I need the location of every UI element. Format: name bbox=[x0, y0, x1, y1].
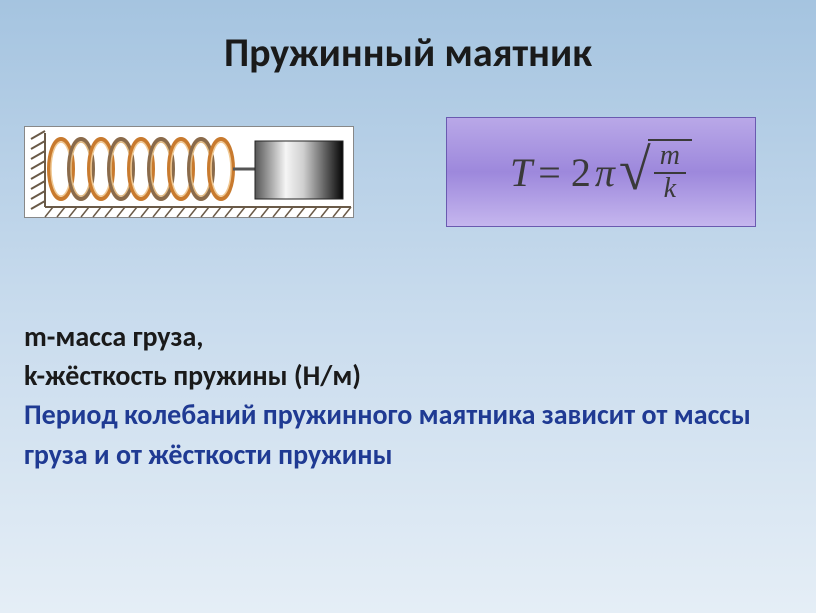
spring-diagram bbox=[24, 126, 354, 218]
formula-T: T bbox=[510, 149, 532, 196]
formula-sqrt: √ m k bbox=[619, 139, 692, 205]
line-conclusion: Период колебаний пружинного маятника зав… bbox=[24, 395, 792, 473]
formula-equals: = bbox=[538, 149, 561, 196]
formula-denominator: k bbox=[658, 174, 682, 205]
body-text: m-масса груза, k-жёсткость пружины (Н/м)… bbox=[0, 227, 816, 474]
period-formula: T = 2 π √ m k bbox=[510, 139, 692, 205]
line-stiffness: k-жёсткость пружины (Н/м) bbox=[24, 356, 792, 395]
formula-fraction: m k bbox=[648, 139, 692, 205]
formula-numerator: m bbox=[654, 141, 686, 174]
formula-box: T = 2 π √ m k bbox=[446, 117, 756, 227]
formula-pi: π bbox=[595, 149, 615, 196]
figures-row: T = 2 π √ m k bbox=[0, 77, 816, 227]
formula-two: 2 bbox=[571, 149, 591, 196]
page-title: Пружинный маятник bbox=[0, 0, 816, 77]
line-mass: m-масса груза, bbox=[24, 317, 792, 356]
